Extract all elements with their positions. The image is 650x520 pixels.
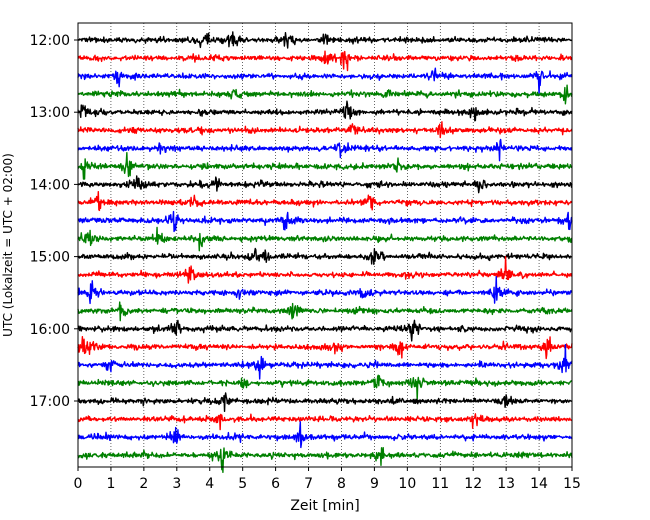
trace-1215 <box>77 50 573 72</box>
x-tick-label-12: 12 <box>464 476 482 492</box>
trace-1330 <box>77 138 573 162</box>
grid-lines <box>110 23 540 467</box>
x-tick-label-0: 0 <box>74 476 83 492</box>
y-tick-label-2: 14:00 <box>30 177 70 193</box>
trace-series <box>77 31 573 474</box>
x-axis-label: Zeit [min] <box>290 498 359 514</box>
x-tick-label-9: 9 <box>370 476 379 492</box>
trace-1745 <box>77 446 573 474</box>
trace-1730 <box>77 421 573 449</box>
trace-1645 <box>77 374 573 401</box>
trace-1445 <box>77 226 573 252</box>
x-axis-ticks: 0 1 2 3 4 5 6 7 8 9 10 11 12 13 14 15 <box>74 467 581 492</box>
trace-1515 <box>77 255 573 284</box>
trace-1200 <box>77 31 573 49</box>
trace-1345 <box>77 151 573 180</box>
y-tick-label-5: 17:00 <box>30 394 70 410</box>
trace-1415 <box>77 190 573 212</box>
trace-1700 <box>77 392 573 413</box>
y-tick-label-0: 12:00 <box>30 33 70 49</box>
x-tick-label-11: 11 <box>431 476 449 492</box>
x-tick-label-1: 1 <box>106 476 115 492</box>
x-tick-label-15: 15 <box>563 476 581 492</box>
trace-1545 <box>77 301 573 322</box>
x-tick-label-2: 2 <box>139 476 148 492</box>
trace-1630 <box>77 344 573 380</box>
y-axis-ticks: 12:00 13:00 14:00 15:00 16:00 17:00 <box>30 33 78 410</box>
x-tick-label-6: 6 <box>271 476 280 492</box>
x-tick-label-13: 13 <box>497 476 515 492</box>
x-tick-label-4: 4 <box>205 476 214 492</box>
x-tick-label-10: 10 <box>398 476 416 492</box>
trace-1500 <box>77 247 573 265</box>
trace-1245 <box>77 84 573 105</box>
trace-1430 <box>77 210 573 233</box>
y-tick-label-3: 15:00 <box>30 250 70 266</box>
x-tick-label-3: 3 <box>172 476 181 492</box>
x-tick-label-14: 14 <box>530 476 548 492</box>
trace-1300 <box>77 100 573 122</box>
y-tick-label-4: 16:00 <box>30 322 70 338</box>
x-tick-label-5: 5 <box>238 476 247 492</box>
trace-1530 <box>77 276 573 305</box>
trace-1400 <box>77 175 573 194</box>
trace-1715 <box>77 413 573 431</box>
x-tick-label-7: 7 <box>304 476 313 492</box>
trace-1600 <box>77 319 573 342</box>
trace-1230 <box>77 67 573 96</box>
y-axis-label: UTC (Lokalzeit = UTC + 02:00) <box>1 153 15 337</box>
plot-frame <box>77 22 573 468</box>
x-tick-label-8: 8 <box>337 476 346 492</box>
y-tick-label-1: 13:00 <box>30 105 70 121</box>
trace-1315 <box>77 121 573 139</box>
trace-1615 <box>77 335 573 360</box>
